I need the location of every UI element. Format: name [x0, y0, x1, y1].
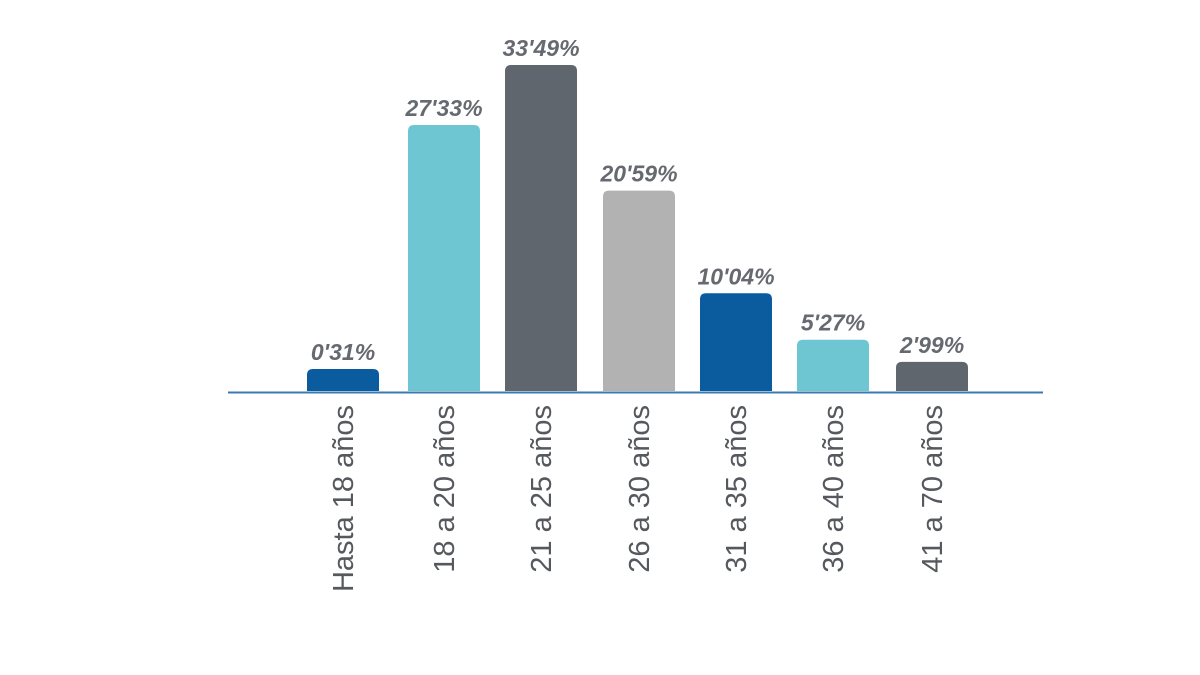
data-label: 10'04%: [697, 263, 774, 289]
bar: [408, 124, 480, 391]
bar: [797, 339, 869, 391]
bar: [896, 361, 968, 391]
data-label: 2'99%: [899, 332, 964, 358]
bar: [603, 190, 675, 391]
data-label: 5'27%: [801, 310, 865, 336]
x-tick-label: 26 a 30 años: [624, 405, 656, 573]
bar: [700, 293, 772, 391]
x-tick-label: Hasta 18 años: [328, 405, 360, 592]
data-label: 33'49%: [502, 35, 579, 61]
x-tick-label: 21 a 25 años: [526, 405, 558, 573]
data-label: 0'31%: [311, 339, 375, 365]
data-label: 20'59%: [599, 161, 677, 187]
bar: [307, 369, 379, 391]
x-tick-label: 18 a 20 años: [429, 405, 461, 573]
x-tick-label: 31 a 35 años: [721, 405, 753, 573]
bar: [505, 65, 577, 391]
data-label: 27'33%: [404, 95, 482, 121]
x-tick-label: 41 a 70 años: [917, 405, 949, 573]
x-tick-label: 36 a 40 años: [818, 405, 850, 573]
